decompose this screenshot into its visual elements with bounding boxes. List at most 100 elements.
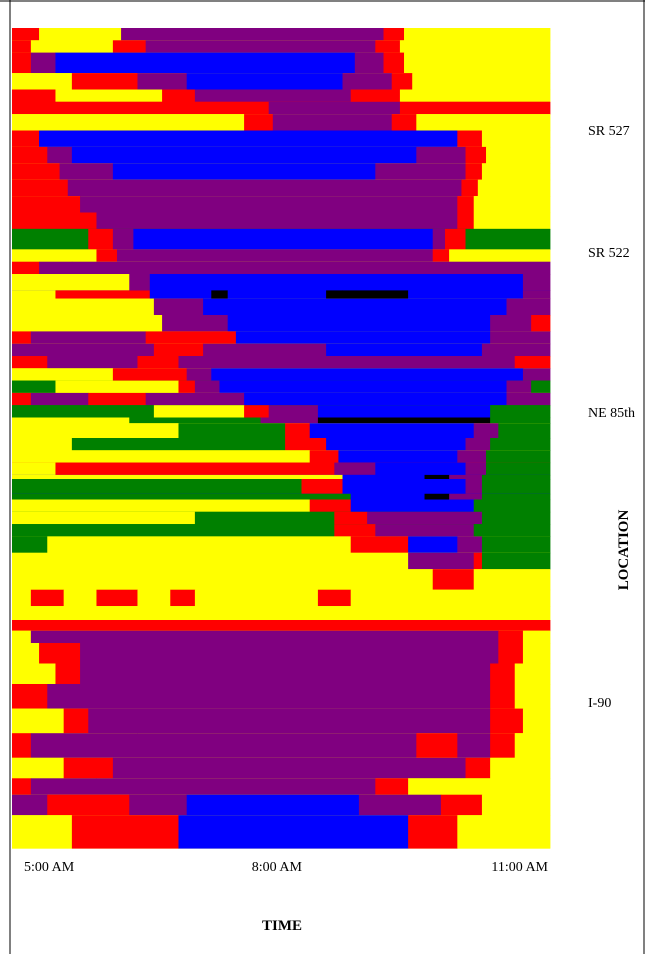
heatmap-cell-10-0 [12,179,69,197]
heatmap-cell-14-4 [449,249,551,263]
heatmap-cell-2-3 [354,52,384,74]
heatmap-cell-24-6 [531,380,551,394]
heatmap-cell-29-0 [12,438,73,451]
heatmap-cell-34-0 [12,493,352,501]
heatmap-cell-2-5 [404,52,551,74]
heatmap-cell-4-0 [12,89,56,103]
heatmap-cell-26-3 [268,405,319,419]
heatmap-cell-18-1 [153,298,204,316]
heatmap-cell-49-2 [137,733,417,759]
heatmap-cell-38-4 [457,536,483,554]
heatmap-cell-34-3 [449,493,483,501]
heatmap-cell-29-1 [71,438,286,451]
heatmap-cell-46-3 [490,663,516,685]
heatmap-cell-5-0 [12,101,270,115]
heatmap-cell-15-2 [71,261,551,275]
heatmap-cell-21-2 [203,343,327,357]
heatmap-cell-12-0 [12,212,97,230]
heatmap-cell-26-0 [12,405,155,419]
heatmap-cell-13-1 [88,228,114,250]
heatmap-cell-27-0 [12,417,130,424]
heatmap-cell-1-3 [145,40,376,54]
heatmap-cell-3-0 [12,73,73,91]
heatmap-cell-8-3 [416,146,466,164]
heatmap-cell-49-6 [514,733,551,759]
heatmap-cell-30-0 [12,450,311,464]
heatmap-cell-22-4 [514,356,551,369]
heatmap-cell-29-3 [326,438,466,451]
heatmap-cell-52-6 [481,794,551,816]
heatmap-cell-25-1 [30,392,89,406]
heatmap-cell-41-4 [137,589,171,607]
heatmap-cell-14-3 [432,249,450,263]
heatmap-cell-20-4 [490,331,551,345]
heatmap-cell-53-2 [178,815,409,849]
heatmap-cell-39-2 [473,552,483,570]
heatmap-cell-5-2 [399,101,551,115]
heatmap-cell-23-4 [522,368,551,382]
heatmap-cell-31-3 [375,462,466,476]
heatmap-cell-21-4 [481,343,551,357]
heatmap-cell-12-5 [473,212,551,230]
heatmap-cell-50-4 [490,757,551,779]
heatmap-cell-0-0 [12,28,40,41]
heatmap-cell-47-3 [514,684,551,710]
heatmap-cell-39-1 [408,552,475,570]
heatmap-cell-24-1 [55,380,179,394]
heatmap-cell-6-3 [391,114,417,132]
heatmap-cell-21-1 [153,343,204,357]
heatmap-cell-39-0 [12,552,409,570]
heatmap-cell-7-0 [12,130,40,148]
heatmap-cell-0-2 [121,28,237,41]
heatmap-cell-34-4 [481,493,551,501]
heatmap-cell-24-4 [219,380,507,394]
heatmap-cell-31-4 [465,462,487,476]
heatmap-cell-31-1 [55,462,335,476]
heatmap-cell-5-1 [268,101,401,115]
heatmap-cell-45-0 [12,643,40,665]
heatmap-cell-28-2 [285,423,311,439]
heatmap-cell-44-1 [30,630,499,644]
heatmap-cell-14-2 [116,249,434,263]
heatmap-cell-32-0 [12,474,343,480]
heatmap-cell-6-0 [12,114,245,132]
heatmap-cell-51-0 [12,778,32,796]
x-axis-label: TIME [262,918,302,934]
heatmap-cell-27-4 [490,417,551,424]
heatmap-cell-41-8 [350,589,551,607]
heatmap-cell-6-4 [416,114,551,132]
heatmap-cell-17-7 [408,290,524,300]
heatmap-cell-1-2 [112,40,147,54]
heatmap-cell-24-2 [178,380,196,394]
heatmap-cell-8-4 [465,146,487,164]
location-label: SR 527 [588,124,630,139]
heatmap-cell-48-2 [88,708,491,734]
heatmap-cell-23-3 [211,368,524,382]
heatmap-cell-14-1 [96,249,118,263]
x-tick-labels: 5:00 AM 8:00 AM 11:00 AM [24,860,549,875]
heatmap-cell-17-3 [211,290,229,300]
heatmap-cell-16-3 [522,274,551,291]
heatmap-cell-10-1 [67,179,462,197]
heatmap-cell-11-2 [457,196,475,214]
heatmap-cell-48-4 [522,708,551,734]
heatmap-cell-2-4 [383,52,405,74]
heatmap-cell-35-0 [12,499,311,513]
heatmap-cell-45-2 [80,643,499,665]
heatmap-cell-28-5 [498,423,551,439]
y-axis-label: LOCATION [616,510,632,591]
heatmap-cell-3-4 [342,73,393,91]
heatmap-cell-32-3 [449,474,483,480]
heatmap-cell-49-4 [457,733,491,759]
heatmap-cell-19-4 [531,315,551,332]
heatmap-cell-13-2 [112,228,134,250]
heatmap-cell-1-1 [30,40,114,54]
heatmap-cell-7-3 [481,130,551,148]
heatmap-cell-21-0 [12,343,155,357]
heatmap-cell-19-3 [490,315,532,332]
heatmap-cell-2-1 [30,52,56,74]
heatmap-cell-9-5 [481,163,551,181]
heatmap-cell-32-2 [424,474,450,480]
heatmap-cell-20-3 [235,331,491,345]
